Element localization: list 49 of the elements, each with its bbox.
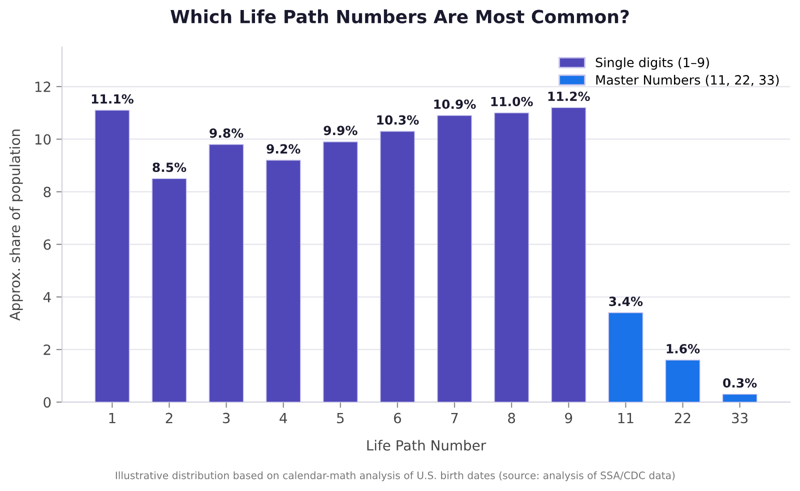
bar: [208, 144, 244, 402]
data-label: 1.6%: [666, 344, 700, 354]
x-tick-label: 7: [451, 412, 458, 424]
data-label: 8.5%: [152, 162, 186, 172]
bar: [152, 178, 187, 402]
data-label: 11.1%: [92, 94, 134, 104]
data-label: 10.3%: [377, 115, 419, 125]
bar: [722, 394, 758, 402]
x-tick-label: 33: [732, 412, 748, 424]
bar: [380, 130, 416, 402]
x-axis-title: Life Path Number: [367, 440, 486, 451]
bar: [665, 360, 700, 402]
x-tick-label: 1: [109, 412, 116, 424]
x-tick-label: 6: [394, 412, 402, 424]
legend-label: Master Numbers (11, 22, 33): [596, 74, 779, 86]
x-tick-label: 22: [674, 412, 690, 424]
bar: [322, 141, 358, 402]
x-tick-label: 3: [222, 412, 230, 424]
text: Illustrative distribution based on calendar-math analysis of U.S. birth dates (source: analysis of SSA/CDC data): [116, 471, 675, 482]
y-tick-label: 2: [44, 344, 50, 355]
bar: [266, 160, 301, 402]
y-axis-title: Approx. share of population: [9, 130, 23, 321]
y-tick-label: 4: [43, 292, 51, 302]
y-tick-label: 8: [44, 186, 51, 198]
data-label: 10.9%: [434, 99, 476, 109]
data-label: 11.2%: [548, 92, 590, 102]
data-label: 9.8%: [210, 128, 244, 138]
x-tick-label: 2: [166, 412, 172, 424]
data-label: 11.0%: [491, 96, 533, 106]
bar: [551, 107, 586, 402]
data-label: 9.2%: [266, 144, 300, 154]
x-tick-label: 5: [337, 412, 344, 424]
x-tick-label: 9: [565, 412, 572, 424]
bar: [494, 112, 530, 402]
x-tick-label: 11: [618, 412, 634, 424]
y-tick-label: 12: [35, 82, 50, 92]
data-label: 9.9%: [324, 126, 358, 136]
y-tick-label: 0: [44, 397, 51, 408]
legend-label: Single digits (1–9): [596, 57, 709, 70]
bar: [436, 115, 472, 402]
bar: [608, 312, 644, 402]
bar: [94, 110, 130, 402]
y-tick-label: 10: [35, 134, 51, 145]
data-label: 3.4%: [609, 296, 643, 306]
chart-title: Which Life Path Numbers Are Most Common?: [170, 9, 629, 24]
x-tick-label: 4: [280, 412, 288, 424]
y-tick-label: 6: [44, 239, 51, 250]
x-tick-label: 8: [508, 412, 516, 424]
data-label: 0.3%: [723, 378, 757, 388]
